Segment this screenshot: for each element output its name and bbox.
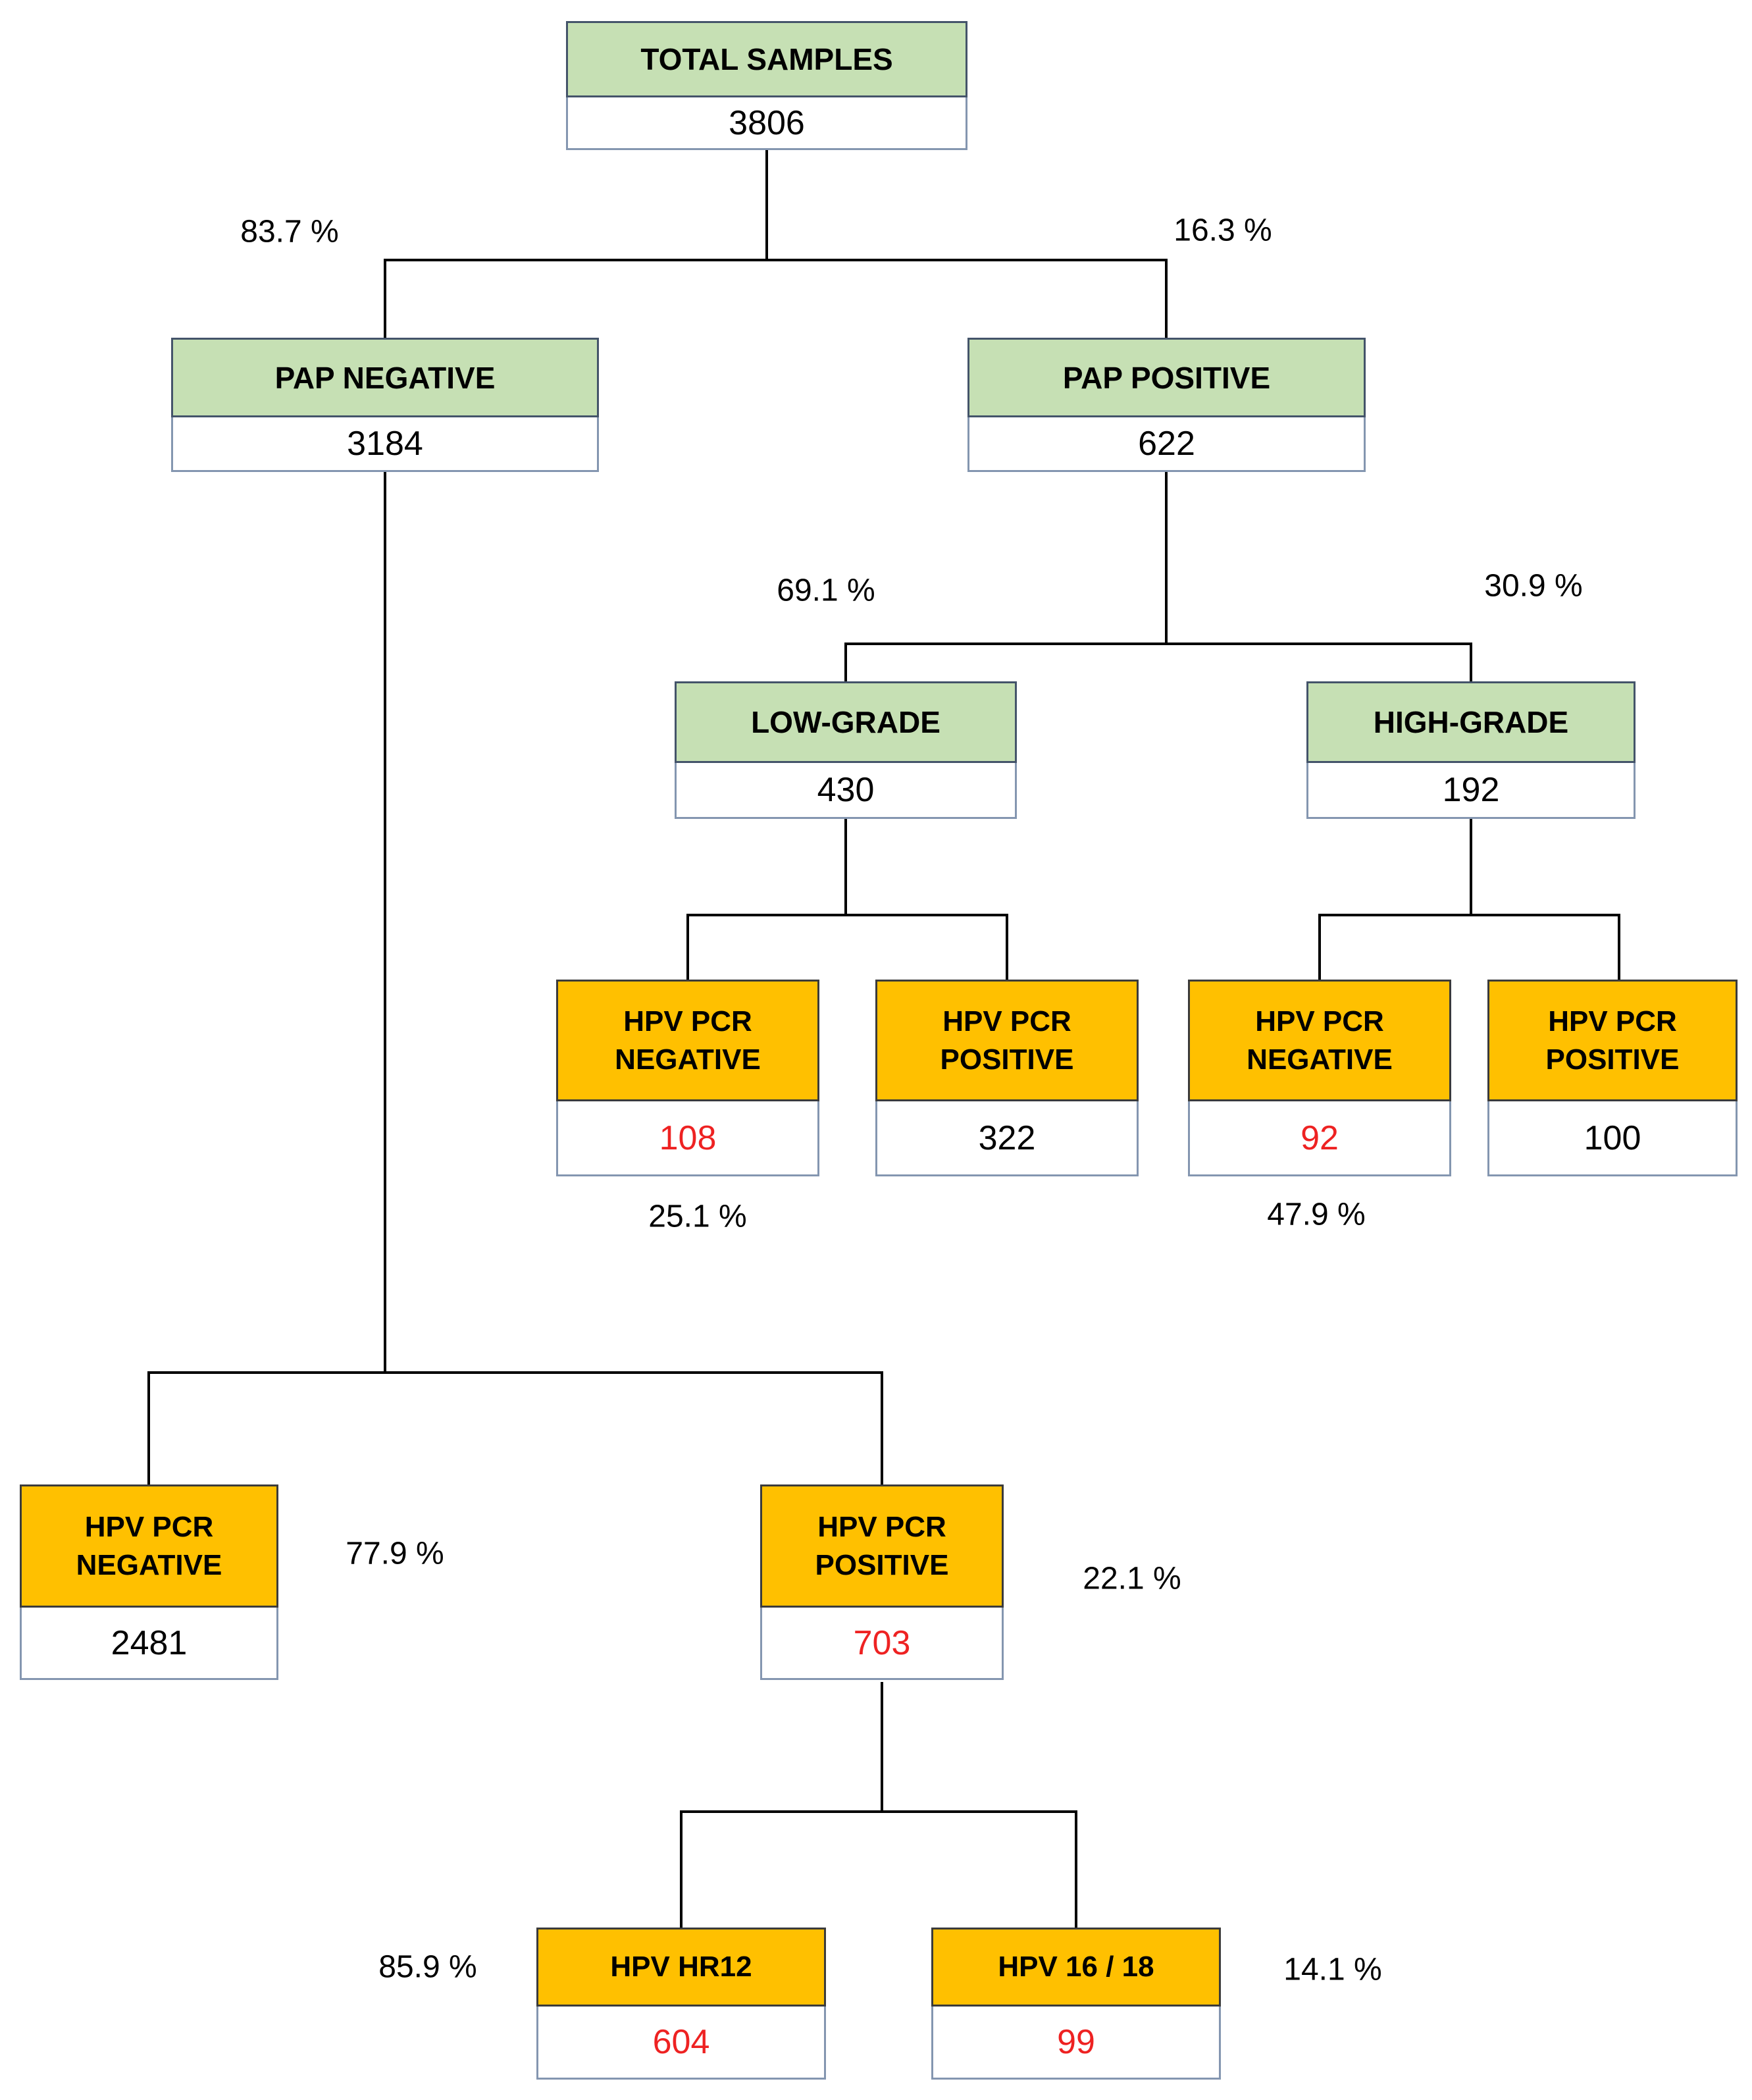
node-low-grade-value: 430 <box>675 763 1017 819</box>
node-hpv-16-18-value: 99 <box>931 2007 1221 2080</box>
pct-papneg-hpv-negative: 77.9 % <box>346 1536 444 1571</box>
node-pap-negative-value: 3184 <box>171 417 599 472</box>
node-total-samples-value: 3806 <box>566 97 967 150</box>
node-low-grade-label: LOW-GRADE <box>675 681 1017 763</box>
connector-pap-negative-split <box>147 472 883 1484</box>
node-high-grade-label: HIGH-GRADE <box>1306 681 1636 763</box>
node-low-grade-hpv-pcr-positive-value: 322 <box>875 1101 1139 1176</box>
node-hpv-hr12-label: HPV HR12 <box>536 1928 826 2007</box>
node-pap-negative-hpv-pcr-positive: HPV PCR POSITIVE 703 <box>760 1484 1004 1680</box>
connector-high-grade-split <box>1318 818 1620 980</box>
pct-papneg-hpv-positive: 22.1 % <box>1083 1561 1181 1596</box>
node-hpv-hr12: HPV HR12 604 <box>536 1928 826 2080</box>
node-pap-positive-value: 622 <box>967 417 1366 472</box>
pct-high-hpv-negative: 47.9 % <box>1267 1197 1366 1232</box>
pct-high-grade: 30.9 % <box>1484 568 1583 604</box>
node-high-grade-hpv-pcr-positive: HPV PCR POSITIVE 100 <box>1487 980 1738 1176</box>
node-hpv-16-18: HPV 16 / 18 99 <box>931 1928 1221 2080</box>
pct-low-grade: 69.1 % <box>777 573 875 608</box>
node-high-grade-value: 192 <box>1306 763 1636 819</box>
node-pap-negative-hpv-pcr-positive-value: 703 <box>760 1608 1004 1680</box>
connector-pap-positive-split <box>844 472 1472 681</box>
node-low-grade-hpv-pcr-negative: HPV PCR NEGATIVE 108 <box>556 980 819 1176</box>
pct-hpv-16-18: 14.1 % <box>1283 1952 1382 1987</box>
node-high-grade: HIGH-GRADE 192 <box>1306 681 1636 819</box>
node-pap-negative-hpv-pcr-negative-label: HPV PCR NEGATIVE <box>20 1484 278 1608</box>
node-high-grade-hpv-pcr-negative-label: HPV PCR NEGATIVE <box>1188 980 1451 1101</box>
node-pap-positive: PAP POSITIVE 622 <box>967 338 1366 472</box>
connector-low-grade-split <box>686 818 1008 980</box>
node-low-grade-hpv-pcr-positive-label: HPV PCR POSITIVE <box>875 980 1139 1101</box>
node-high-grade-hpv-pcr-positive-label: HPV PCR POSITIVE <box>1487 980 1738 1101</box>
node-pap-negative: PAP NEGATIVE 3184 <box>171 338 599 472</box>
node-pap-negative-label: PAP NEGATIVE <box>171 338 599 417</box>
node-pap-positive-label: PAP POSITIVE <box>967 338 1366 417</box>
node-high-grade-hpv-pcr-positive-value: 100 <box>1487 1101 1738 1176</box>
node-pap-negative-hpv-pcr-positive-label: HPV PCR POSITIVE <box>760 1484 1004 1608</box>
node-low-grade-hpv-pcr-negative-value: 108 <box>556 1101 819 1176</box>
pct-pap-positive: 16.3 % <box>1173 213 1272 248</box>
connector-hpv-positive-split <box>680 1682 1077 1928</box>
node-total-samples: TOTAL SAMPLES 3806 <box>566 21 967 150</box>
pct-hpv-hr12: 85.9 % <box>378 1949 477 1985</box>
node-low-grade-hpv-pcr-positive: HPV PCR POSITIVE 322 <box>875 980 1139 1176</box>
node-hpv-16-18-label: HPV 16 / 18 <box>931 1928 1221 2007</box>
node-total-samples-label: TOTAL SAMPLES <box>566 21 967 97</box>
node-high-grade-hpv-pcr-negative: HPV PCR NEGATIVE 92 <box>1188 980 1451 1176</box>
node-high-grade-hpv-pcr-negative-value: 92 <box>1188 1101 1451 1176</box>
node-low-grade-hpv-pcr-negative-label: HPV PCR NEGATIVE <box>556 980 819 1101</box>
node-pap-negative-hpv-pcr-negative-value: 2481 <box>20 1608 278 1680</box>
node-pap-negative-hpv-pcr-negative: HPV PCR NEGATIVE 2481 <box>20 1484 278 1680</box>
node-hpv-hr12-value: 604 <box>536 2007 826 2080</box>
pct-low-hpv-negative: 25.1 % <box>648 1199 747 1234</box>
connector-total-split <box>384 150 1168 338</box>
pct-pap-negative: 83.7 % <box>240 214 339 249</box>
node-low-grade: LOW-GRADE 430 <box>675 681 1017 819</box>
